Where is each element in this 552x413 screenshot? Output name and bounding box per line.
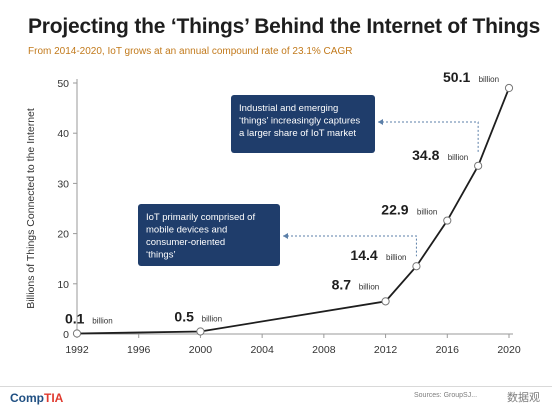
callout-arrowhead — [283, 233, 288, 239]
y-tick-label: 30 — [57, 178, 69, 190]
wechat-watermark: 数据观 — [507, 392, 540, 404]
callout-text-line: a larger share of IoT market — [239, 128, 356, 139]
footer-divider — [0, 386, 552, 387]
callout-text-line: ‘things’ increasingly captures — [239, 116, 360, 127]
y-tick-label: 20 — [57, 229, 69, 241]
comptia-logo: CompTIA — [10, 391, 64, 405]
x-tick-label: 2000 — [189, 344, 213, 356]
data-point — [381, 297, 390, 306]
y-tick-label: 40 — [57, 128, 69, 140]
page-subtitle: From 2014-2020, IoT grows at an annual c… — [28, 46, 353, 57]
data-label-value: 8.7 — [332, 276, 352, 292]
data-label-value: 0.1 — [65, 310, 85, 326]
callout-text-line: ‘things’ — [146, 250, 176, 261]
callout-text-line: mobile devices and — [146, 225, 227, 236]
data-point — [196, 327, 205, 336]
data-label-value: 0.5 — [174, 308, 194, 324]
data-label-unit: billion — [448, 153, 468, 162]
x-tick-label: 2008 — [312, 344, 336, 356]
data-label-value: 34.8 — [412, 147, 439, 163]
data-label-value: 50.1 — [443, 69, 470, 85]
x-tick-label: 2016 — [436, 344, 460, 356]
data-point — [72, 329, 82, 338]
callout-text-line: IoT primarily comprised of — [146, 212, 255, 223]
data-label-value: 22.9 — [381, 202, 408, 218]
y-tick-label: 50 — [57, 78, 69, 90]
y-axis-title: Billions of Things Connected to the Inte… — [25, 108, 37, 309]
data-label-value: 14.4 — [350, 247, 377, 263]
data-label-unit: billion — [202, 314, 222, 323]
data-label-unit: billion — [92, 316, 112, 325]
callout-arrowhead — [378, 119, 383, 125]
callout-connector — [283, 235, 417, 257]
x-tick-label: 1996 — [127, 344, 151, 356]
y-tick-label: 10 — [57, 279, 69, 291]
data-point — [474, 161, 483, 170]
data-point — [412, 262, 421, 271]
x-tick-label: 2012 — [374, 344, 398, 356]
callout-box — [138, 204, 280, 266]
callout-box — [231, 95, 375, 153]
data-label-unit: billion — [417, 208, 437, 217]
y-tick-label: 0 — [63, 329, 69, 341]
callout-text-line: consumer-oriented — [146, 237, 225, 248]
iot-growth-chart: 0 10 20 30 40 50 1992 1996 2000 2004 2008 2012 2016 2… — [25, 69, 521, 356]
data-label-unit: billion — [359, 282, 379, 291]
data-point — [443, 216, 452, 225]
callout-connector — [378, 121, 479, 154]
source-note: Sources: GroupSJ... — [414, 392, 478, 399]
callout-text-line: Industrial and emerging — [239, 103, 338, 114]
x-tick-label: 2004 — [250, 344, 274, 356]
data-label-unit: billion — [386, 253, 406, 262]
x-tick-label: 2020 — [497, 344, 521, 356]
x-tick-label: 1992 — [65, 344, 89, 356]
data-point — [504, 83, 514, 93]
page-title: Projecting the ‘Things’ Behind the Inter… — [28, 15, 541, 38]
data-label-unit: billion — [479, 75, 499, 84]
